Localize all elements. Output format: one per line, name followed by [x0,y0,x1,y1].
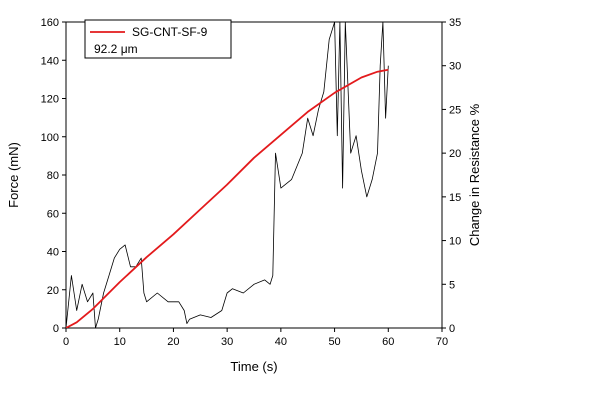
y-left-tick-label: 40 [47,247,59,259]
y-axis-left-title: Force (mN) [6,142,21,208]
force-series-line [66,68,389,328]
legend-entry-thickness: 92.2 μm [94,42,138,56]
legend-entry-series-name: SG-CNT-SF-9 [132,25,208,39]
plot-frame [65,21,443,329]
x-tick-label: 20 [167,336,179,348]
y-left-tick-label: 100 [41,132,59,144]
x-tick-label: 10 [114,336,126,348]
y-left-tick-label: 140 [41,55,59,67]
series-layer [66,22,389,328]
y-left-tick-label: 120 [41,94,59,106]
y-right-tick-label: 15 [449,192,461,204]
y-left-tick-label: 0 [53,323,59,335]
y-left-tick-label: 60 [47,208,59,220]
x-tick-label: 40 [275,336,287,348]
y-right-tick-label: 5 [449,279,455,291]
x-axis-title: Time (s) [230,359,277,374]
x-tick-label: 30 [221,336,233,348]
y-right-tick-label: 35 [449,17,461,29]
legend-box [84,19,232,59]
x-tick-label: 60 [382,336,394,348]
y-left-tick-label: 20 [47,285,59,297]
x-tick-label: 70 [436,336,448,348]
y-left-tick-label: 160 [41,17,59,29]
y-right-tick-label: 30 [449,61,461,73]
axes-layer: 0 10 20 30 40 50 60 700204060801001201401600510… [41,17,462,348]
y-right-tick-label: 10 [449,236,461,248]
y-right-tick-label: 20 [449,148,461,160]
legend: SG-CNT-SF-9 92.2 μm [84,19,232,59]
y-right-tick-label: 0 [449,323,455,335]
y-left-tick-label: 80 [47,170,59,182]
x-tick-label: 0 [63,336,69,348]
x-tick-label: 50 [328,336,340,348]
y-right-tick-label: 25 [449,104,461,116]
plot-area [65,21,443,329]
y-axis-right-title: Change in Resistance % [467,103,482,246]
resistance-series-line [66,22,389,328]
